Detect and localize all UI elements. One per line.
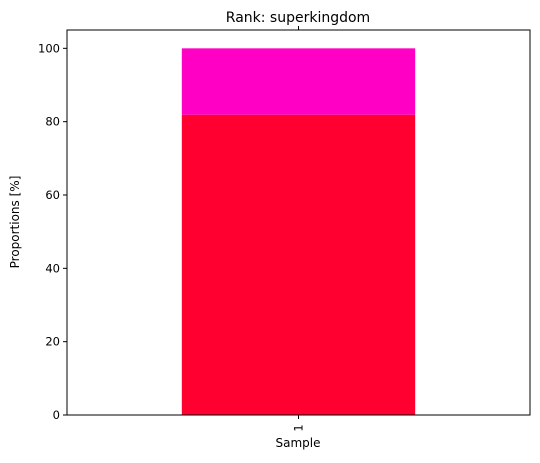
y-tick-label: 60 [45, 188, 60, 202]
y-tick-label: 0 [53, 408, 60, 422]
bar-segment-2 [181, 48, 416, 115]
y-tick-label: 40 [45, 261, 60, 275]
y-tick-label: 20 [45, 335, 60, 349]
y-axis-label: Proportions [%] [8, 176, 22, 269]
x-tick-label: 1 [292, 424, 306, 431]
y-axis: 0 20 40 60 80 100 [38, 41, 67, 422]
bar-segment-1 [181, 114, 416, 415]
chart-title: Rank: superkingdom [226, 10, 370, 26]
y-tick-label: 80 [45, 115, 60, 129]
x-axis: 1 [292, 26, 306, 432]
x-axis-label: Sample [276, 436, 321, 450]
bars-group [181, 48, 416, 415]
y-tick-label: 100 [38, 41, 60, 55]
